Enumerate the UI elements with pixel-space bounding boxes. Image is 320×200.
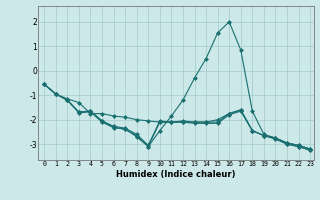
X-axis label: Humidex (Indice chaleur): Humidex (Indice chaleur) — [116, 170, 236, 179]
